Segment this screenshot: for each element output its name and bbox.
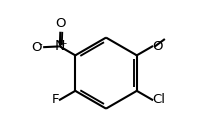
- Text: Cl: Cl: [153, 93, 166, 106]
- Text: F: F: [52, 93, 59, 106]
- Text: N: N: [55, 39, 65, 53]
- Text: -: -: [38, 39, 42, 49]
- Text: O: O: [153, 40, 163, 53]
- Text: +: +: [59, 39, 67, 48]
- Text: O: O: [31, 41, 42, 54]
- Text: O: O: [55, 17, 66, 30]
